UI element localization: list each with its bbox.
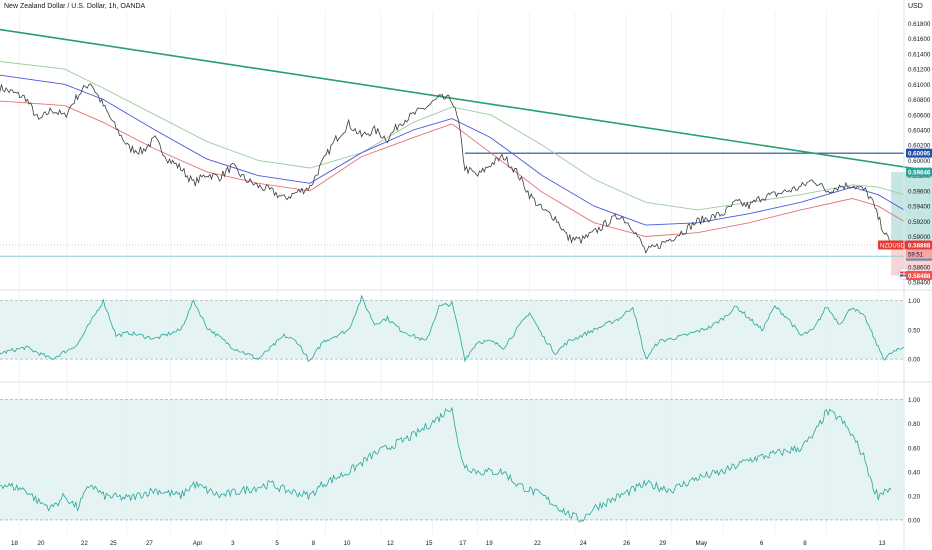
symbol-tag (878, 240, 906, 250)
x-axis-tick: 20 (38, 540, 45, 547)
y-axis-tick: 0.60000 (908, 158, 931, 165)
x-axis-tick: 3 (231, 540, 235, 547)
y-axis-tick: 0.59800 (908, 173, 931, 180)
oscillator-2-axis-tick: 0.40 (908, 469, 921, 476)
price-series (0, 83, 892, 254)
y-axis-tick: 0.60600 (908, 112, 931, 119)
price-tag-label: 0.58488 (908, 273, 931, 280)
x-axis-tick: 8 (803, 540, 807, 547)
price-tag-label: 0.60095 (908, 151, 931, 158)
oscillator-2-axis-tick: 0.00 (908, 517, 921, 524)
y-axis-tick: 0.59600 (908, 188, 931, 195)
trendline (0, 28, 932, 173)
chart-title: New Zealand Dollar / U.S. Dollar, 1h, OA… (4, 3, 146, 10)
countdown-label: 59:51 (908, 253, 924, 259)
oscillator-1-axis-tick: 0.50 (908, 327, 921, 334)
x-axis-tick: 22 (534, 540, 541, 547)
y-axis-tick: 0.59000 (908, 234, 931, 241)
price-tag-stop (906, 270, 932, 280)
oscillator-2-axis-tick: 0.80 (908, 421, 921, 428)
x-axis-tick: 26 (623, 540, 630, 547)
price-tag-label: 0.59846 (908, 170, 931, 177)
x-axis-tick: 10 (344, 540, 351, 547)
target-zone (891, 172, 932, 246)
ma-blue-line (0, 74, 905, 226)
x-axis-tick: 8 (312, 540, 316, 547)
x-axis-tick: May (695, 540, 708, 547)
oscillator-1-band (0, 300, 904, 360)
y-axis-tick: 0.60200 (908, 143, 931, 150)
oscillator-2-axis-tick: 0.60 (908, 445, 921, 452)
y-axis-tick: 0.61600 (908, 36, 931, 43)
price-tag-res (906, 148, 932, 158)
x-axis-tick: 27 (146, 540, 153, 547)
y-axis-tick: 0.59400 (908, 204, 931, 211)
countdown-tag (906, 249, 932, 259)
oscillator-2-axis-tick: 0.20 (908, 493, 921, 500)
price-tag-label: 0.58888 (908, 243, 931, 250)
currency-label[interactable]: USD (908, 3, 923, 10)
x-axis-tick: 13 (879, 540, 886, 547)
price-tag-price (906, 240, 932, 250)
y-axis-tick: 0.61000 (908, 82, 931, 89)
y-axis-tick: 0.60400 (908, 127, 931, 134)
symbol-tag-label: NZDUSD (880, 244, 906, 250)
x-axis-tick: 12 (387, 540, 394, 547)
y-axis-tick: 0.60800 (908, 97, 931, 104)
x-axis-tick: 24 (580, 540, 587, 547)
y-axis-tick: 0.61800 (908, 21, 931, 28)
oscillator-2-axis-tick: 1.00 (908, 397, 921, 404)
x-axis-tick: 5 (275, 540, 279, 547)
oscillator-1-axis-tick: 0.00 (908, 357, 921, 364)
oscillator-1-axis-tick: 1.00 (908, 298, 921, 305)
oscillator-2-line (0, 406, 892, 523)
x-axis-tick: 15 (426, 540, 433, 547)
y-axis-tick: 0.59200 (908, 219, 931, 226)
x-axis-tick: Apr (193, 540, 203, 547)
x-axis-tick: 19 (486, 540, 493, 547)
oscillator-1-line (0, 294, 905, 363)
x-axis-tick: 22 (81, 540, 88, 547)
price-tag-target (906, 167, 932, 177)
ma-red-line (0, 100, 905, 237)
y-axis-tick: 0.58600 (908, 264, 931, 271)
x-axis-tick: 29 (659, 540, 666, 547)
y-axis-tick: 0.61200 (908, 67, 931, 74)
oscillator-2-band (0, 399, 904, 520)
y-axis-tick: 0.58400 (908, 280, 931, 287)
x-axis-tick: 25 (110, 540, 117, 547)
ma-green-line (0, 61, 905, 211)
x-axis-tick: 17 (459, 540, 466, 547)
y-axis-tick: 0.61400 (908, 51, 931, 58)
x-axis-tick: 6 (760, 540, 764, 547)
x-axis-tick: 18 (11, 540, 18, 547)
